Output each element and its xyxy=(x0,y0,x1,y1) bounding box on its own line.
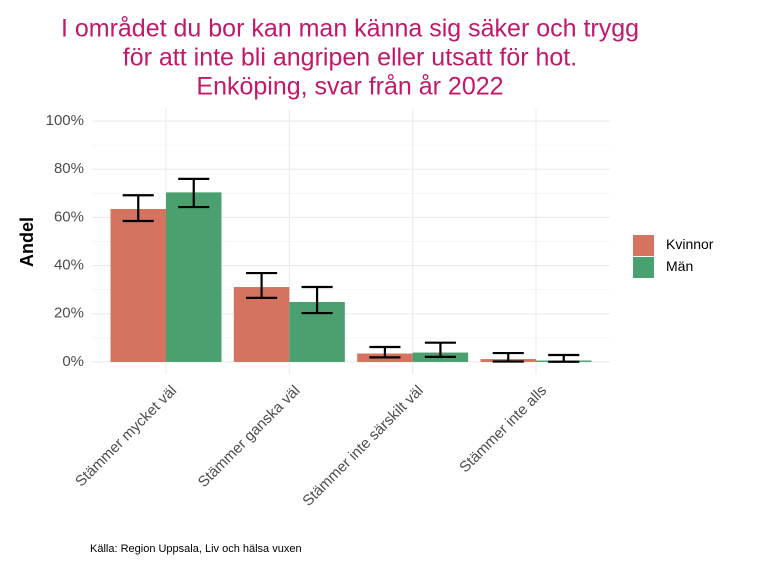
bar xyxy=(166,192,222,362)
error-bar xyxy=(369,345,401,359)
error-bar xyxy=(424,341,456,358)
legend-label: Kvinnor xyxy=(666,236,714,252)
y-tick-label: 0% xyxy=(62,353,84,370)
x-tick-label: Stämmer ganska väl xyxy=(195,382,304,491)
y-tick-label: 20% xyxy=(54,305,84,322)
legend-label: Män xyxy=(666,258,693,274)
chart-title: I området du bor kan man känna sig säker… xyxy=(61,15,639,43)
x-tick-label: Stämmer inte alls xyxy=(456,382,550,476)
y-tick-label: 60% xyxy=(54,208,84,225)
legend-swatch xyxy=(633,257,654,278)
error-bar xyxy=(548,353,580,363)
error-bar xyxy=(178,177,210,209)
bar xyxy=(233,287,290,362)
x-tick-label: Stämmer mycket väl xyxy=(72,382,180,490)
chart-title: för att inte bli angripen eller utsatt f… xyxy=(123,44,577,72)
y-axis-title: Andel xyxy=(17,217,37,267)
error-bar xyxy=(246,271,278,299)
error-bar xyxy=(492,351,524,363)
legend-swatch xyxy=(633,235,654,256)
y-tick-label: 80% xyxy=(54,160,84,177)
error-bar xyxy=(122,194,154,223)
chart-title: Enköping, svar från år 2022 xyxy=(196,73,503,101)
caption: Källa: Region Uppsala, Liv och hälsa vux… xyxy=(90,543,302,555)
error-bar xyxy=(301,285,333,315)
y-tick-label: 40% xyxy=(54,257,84,274)
x-tick-label: Stämmer inte särskilt väl xyxy=(299,382,427,510)
bar xyxy=(110,208,166,362)
y-tick-label: 100% xyxy=(46,112,84,129)
